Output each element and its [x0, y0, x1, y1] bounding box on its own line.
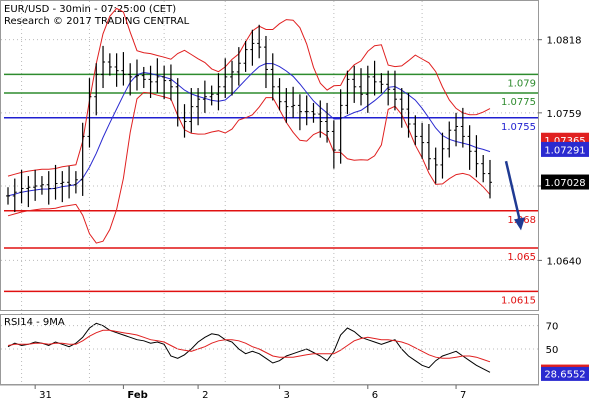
x-tick-label: Feb	[127, 390, 147, 400]
chart-subtitle: Research © 2017 TRADING CENTRAL	[4, 16, 190, 27]
price-tag-label: 1.07365	[544, 136, 585, 147]
resistance-label-2: 1.0775	[501, 97, 536, 108]
price-tick-label: 1.0640	[547, 256, 582, 267]
moving-average-line	[7, 62, 491, 197]
x-tick-label: 7	[460, 390, 466, 400]
chart-title: EUR/USD - 30min - 07:25:00 (CET)	[4, 4, 176, 15]
x-axis: 31 Feb 2 3 6 7	[34, 385, 466, 400]
price-tag-box	[541, 141, 589, 157]
support-label-3: 1.0615	[501, 295, 536, 306]
rsi-tag-box	[541, 366, 589, 381]
rsi-tick-label: 50	[546, 345, 559, 356]
price-tag-box	[541, 174, 589, 190]
level-lines	[4, 73, 538, 293]
price-bars	[6, 24, 492, 213]
x-tick-label: 31	[39, 390, 52, 400]
price-tag-label: 1.07028	[544, 178, 585, 189]
pivot-label: 1.0755	[501, 122, 536, 133]
rsi-line	[7, 322, 491, 373]
price-tag-label: 1.07291	[544, 145, 585, 156]
bollinger-upper-band	[7, 7, 491, 177]
resistance-label-1: 1.079	[507, 78, 536, 89]
x-tick-label: 6	[372, 390, 378, 400]
grid	[1, 1, 538, 384]
price-panel-frame	[0, 0, 539, 311]
rsi-ma-line	[7, 329, 491, 363]
price-tick-label: 1.0818	[547, 36, 582, 47]
rsi-axis: 70 50	[1, 322, 558, 356]
rsi-tags: 30.658628.6552	[541, 364, 589, 381]
rsi-tick-label: 70	[546, 322, 559, 333]
rsi-tag-label: 28.6552	[544, 369, 585, 380]
price-axis: 1.0818 1.0759 1.0640	[538, 36, 582, 267]
x-tick-label: 3	[284, 390, 290, 400]
forecast-arrow	[504, 160, 522, 222]
bollinger-lower-band	[7, 91, 491, 244]
support-label-2: 1.065	[507, 252, 536, 263]
price-tick-label: 1.0759	[547, 109, 582, 120]
rsi-title: RSI14 - 9MA	[4, 317, 65, 328]
x-tick-label: 2	[202, 390, 208, 400]
forecast-arrow-head	[514, 217, 525, 231]
